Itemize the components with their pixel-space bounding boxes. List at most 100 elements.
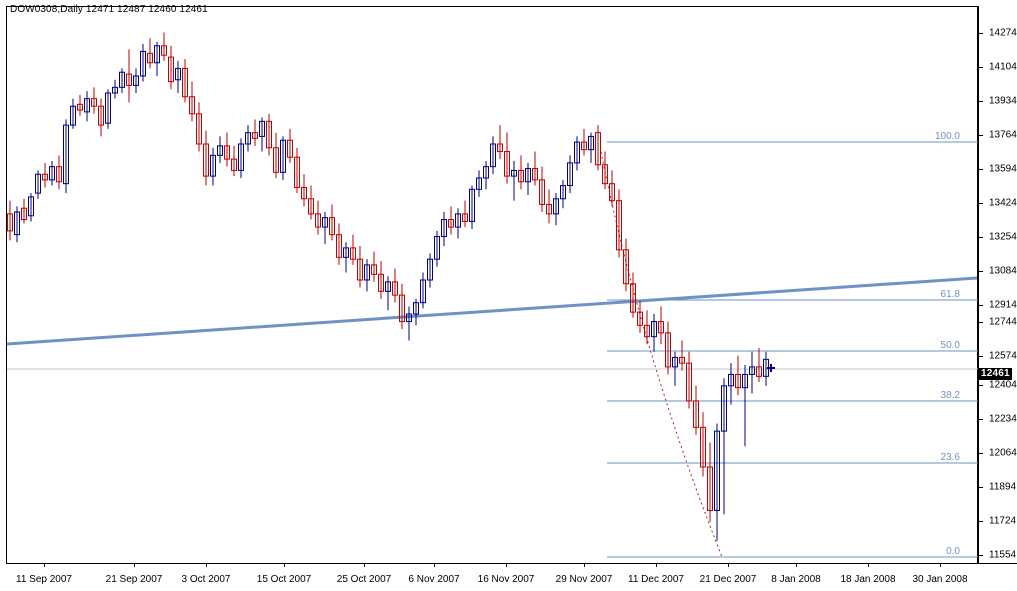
candle-body xyxy=(539,179,545,205)
candle xyxy=(357,246,363,288)
crosshair-marker[interactable] xyxy=(767,364,775,372)
time-label: 3 Oct 2007 xyxy=(181,574,231,585)
candle-body xyxy=(84,98,90,113)
candle xyxy=(420,272,426,309)
price-tick xyxy=(978,33,983,34)
time-tick xyxy=(284,563,285,567)
candle xyxy=(406,306,412,341)
chart-plot-area[interactable]: 100.0 61.8 50.0 38.2 23.6 0.0 xyxy=(6,6,978,563)
price-tick xyxy=(978,419,983,420)
candle-body xyxy=(630,283,636,313)
price-axis[interactable]: 14274 14104 13934 13764 13594 13424 13254 13084… xyxy=(978,6,1017,584)
candle xyxy=(350,234,356,265)
time-tick xyxy=(656,563,657,567)
candle-body xyxy=(609,183,615,202)
candle-body xyxy=(637,311,643,326)
time-tick xyxy=(134,563,135,567)
candle xyxy=(266,113,272,156)
candle-body xyxy=(546,203,552,215)
candle-body xyxy=(336,234,342,258)
candle-body xyxy=(280,139,286,173)
time-label: 30 Jan 2008 xyxy=(912,574,968,585)
candle xyxy=(728,363,734,405)
candle-body xyxy=(483,166,489,179)
candle xyxy=(672,351,678,386)
time-axis-line xyxy=(6,563,1017,564)
downward-projection-line[interactable] xyxy=(600,151,723,558)
candle-body xyxy=(448,219,454,228)
candle-body xyxy=(623,249,629,285)
candle xyxy=(329,204,335,241)
candle xyxy=(651,314,657,352)
candle-body xyxy=(371,264,377,275)
price-label: 12744 xyxy=(989,316,1017,328)
price-tick xyxy=(978,356,983,357)
candle-body xyxy=(651,321,657,338)
price-label: 12404 xyxy=(989,379,1017,391)
price-label: 12574 xyxy=(989,350,1017,362)
candle xyxy=(427,253,433,288)
candle-body xyxy=(210,154,216,177)
candle-body xyxy=(497,143,503,153)
candle xyxy=(532,151,538,186)
time-tick xyxy=(206,563,207,567)
candle-body xyxy=(56,166,62,183)
candle-body xyxy=(588,135,594,151)
candle xyxy=(616,189,622,258)
candle xyxy=(735,355,741,396)
candle xyxy=(210,147,216,186)
candle-body xyxy=(532,168,538,181)
candle-body xyxy=(252,132,258,139)
candle xyxy=(35,170,41,199)
candle xyxy=(658,306,664,345)
candle xyxy=(231,145,237,177)
price-tick xyxy=(978,135,983,136)
candle xyxy=(273,132,279,178)
candle xyxy=(756,348,762,383)
price-tick xyxy=(978,385,983,386)
candle xyxy=(469,185,475,229)
candle-body xyxy=(182,67,188,98)
candle-body xyxy=(91,98,97,107)
candle-body xyxy=(672,356,678,368)
candle xyxy=(84,91,90,122)
price-label: 13764 xyxy=(989,129,1017,141)
candle xyxy=(301,174,307,207)
candle-body xyxy=(511,169,517,177)
candle xyxy=(546,189,552,224)
candle-body xyxy=(28,196,34,217)
candle-body xyxy=(392,281,398,296)
candle xyxy=(322,211,328,245)
candle-body xyxy=(679,356,685,364)
candle-body xyxy=(413,302,419,315)
time-axis[interactable]: 11 Sep 2007 21 Sep 2007 3 Oct 2007 15 Oct 2… xyxy=(6,563,1017,591)
candle-body xyxy=(616,200,622,251)
candle-body xyxy=(161,45,167,56)
candle xyxy=(665,321,671,375)
candle xyxy=(140,43,146,82)
candle xyxy=(91,87,97,114)
price-tick xyxy=(978,169,983,170)
candle xyxy=(112,79,118,99)
candle-body xyxy=(196,113,202,145)
candle-body xyxy=(322,217,328,228)
candle-body xyxy=(553,198,559,215)
price-tick xyxy=(978,271,983,272)
time-label: 15 Oct 2007 xyxy=(256,574,312,585)
price-label: 12914 xyxy=(989,299,1017,311)
candle-body xyxy=(168,56,174,83)
price-label: 13254 xyxy=(989,231,1017,243)
price-label: 13424 xyxy=(989,197,1017,209)
candle-body xyxy=(217,145,223,156)
candle xyxy=(679,340,685,371)
price-tick xyxy=(978,555,983,556)
ascending-trendline[interactable] xyxy=(6,276,978,346)
candle xyxy=(238,138,244,178)
candle xyxy=(182,58,188,103)
fib-level-label-23.6: 23.6 xyxy=(941,452,961,463)
candle xyxy=(567,155,573,194)
price-label: 12064 xyxy=(989,447,1017,459)
candle-body xyxy=(273,147,279,173)
candle-body xyxy=(147,52,153,64)
